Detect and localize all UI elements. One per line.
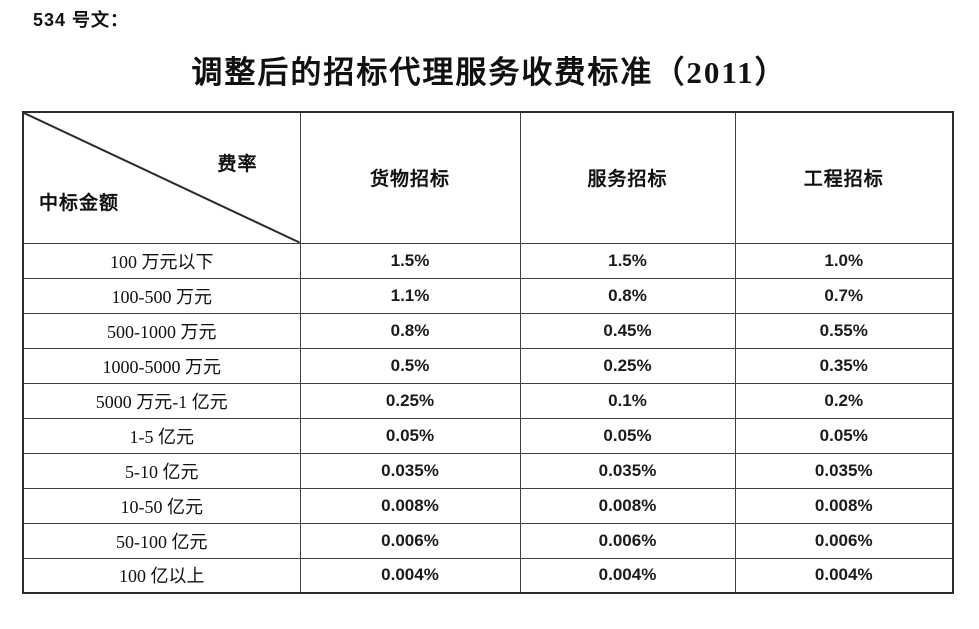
rate-cell: 0.8%: [519, 277, 736, 314]
rate-cell: 0.035%: [519, 452, 736, 489]
rate-cell: 0.25%: [519, 347, 736, 384]
row-label: 50-100 亿元: [22, 522, 301, 559]
doc-number: 534 号文：: [33, 10, 130, 30]
rate-cell: 0.55%: [734, 312, 954, 349]
table-row: 50-100 亿元 0.006% 0.006% 0.006%: [22, 522, 954, 559]
page-title: 调整后的招标代理服务收费标准（2011）: [191, 55, 788, 90]
table-row: 1000-5000 万元 0.5% 0.25% 0.35%: [22, 347, 954, 384]
rate-cell: 0.8%: [299, 312, 521, 349]
table-row: 10-50 亿元 0.008% 0.008% 0.008%: [22, 487, 954, 524]
table-row: 1-5 亿元 0.05% 0.05% 0.05%: [22, 417, 954, 454]
table-row: 100 万元以下 1.5% 1.5% 1.0%: [22, 242, 954, 279]
column-header-goods: 货物招标: [299, 111, 521, 244]
rate-cell: 0.25%: [299, 382, 521, 419]
rate-cell: 0.05%: [734, 417, 954, 454]
rate-cell: 0.004%: [734, 557, 954, 594]
fee-rate-table: 费率 中标金额 货物招标 服务招标 工程招标 100 万元以下 1.5% 1.5% 1…: [22, 111, 954, 594]
row-label: 500-1000 万元: [22, 312, 301, 349]
rate-cell: 0.05%: [519, 417, 736, 454]
row-label: 100 亿以上: [22, 557, 301, 594]
row-label: 1000-5000 万元: [22, 347, 301, 384]
row-label: 5000 万元-1 亿元: [22, 382, 301, 419]
rate-cell: 0.1%: [519, 382, 736, 419]
rate-cell: 1.0%: [734, 242, 954, 279]
rate-cell: 0.05%: [299, 417, 521, 454]
row-label: 100-500 万元: [22, 277, 301, 314]
rate-cell: 0.006%: [734, 522, 954, 559]
table-row: 100 亿以上 0.004% 0.004% 0.004%: [22, 557, 954, 594]
table-row: 500-1000 万元 0.8% 0.45% 0.55%: [22, 312, 954, 349]
table-header-row: 费率 中标金额 货物招标 服务招标 工程招标: [22, 111, 954, 244]
rate-cell: 0.008%: [299, 487, 521, 524]
rate-cell: 1.1%: [299, 277, 521, 314]
rate-cell: 0.035%: [299, 452, 521, 489]
diagonal-line-icon: [24, 113, 300, 243]
rate-cell: 0.035%: [734, 452, 954, 489]
table-row: 5000 万元-1 亿元 0.25% 0.1% 0.2%: [22, 382, 954, 419]
table-body: 100 万元以下 1.5% 1.5% 1.0% 100-500 万元 1.1% 0.8% 0.…: [22, 242, 954, 594]
rate-cell: 1.5%: [299, 242, 521, 279]
rate-cell: 0.45%: [519, 312, 736, 349]
rate-cell: 0.008%: [734, 487, 954, 524]
rate-cell: 0.006%: [299, 522, 521, 559]
rate-cell: 0.35%: [734, 347, 954, 384]
row-label: 10-50 亿元: [22, 487, 301, 524]
column-header-engineering: 工程招标: [734, 111, 954, 244]
rate-cell: 0.008%: [519, 487, 736, 524]
rate-cell: 1.5%: [519, 242, 736, 279]
rate-cell: 0.004%: [299, 557, 521, 594]
rate-cell: 0.2%: [734, 382, 954, 419]
row-label: 1-5 亿元: [22, 417, 301, 454]
rate-cell: 0.7%: [734, 277, 954, 314]
column-header-service: 服务招标: [519, 111, 736, 244]
corner-label-bid-amount: 中标金额: [39, 192, 120, 214]
row-label: 100 万元以下: [22, 242, 301, 279]
corner-cell: 费率 中标金额: [22, 111, 301, 244]
row-label: 5-10 亿元: [22, 452, 301, 489]
rate-cell: 0.004%: [519, 557, 736, 594]
table-row: 5-10 亿元 0.035% 0.035% 0.035%: [22, 452, 954, 489]
table-row: 100-500 万元 1.1% 0.8% 0.7%: [22, 277, 954, 314]
rate-cell: 0.006%: [519, 522, 736, 559]
rate-cell: 0.5%: [299, 347, 521, 384]
corner-label-rate: 费率: [217, 154, 258, 175]
